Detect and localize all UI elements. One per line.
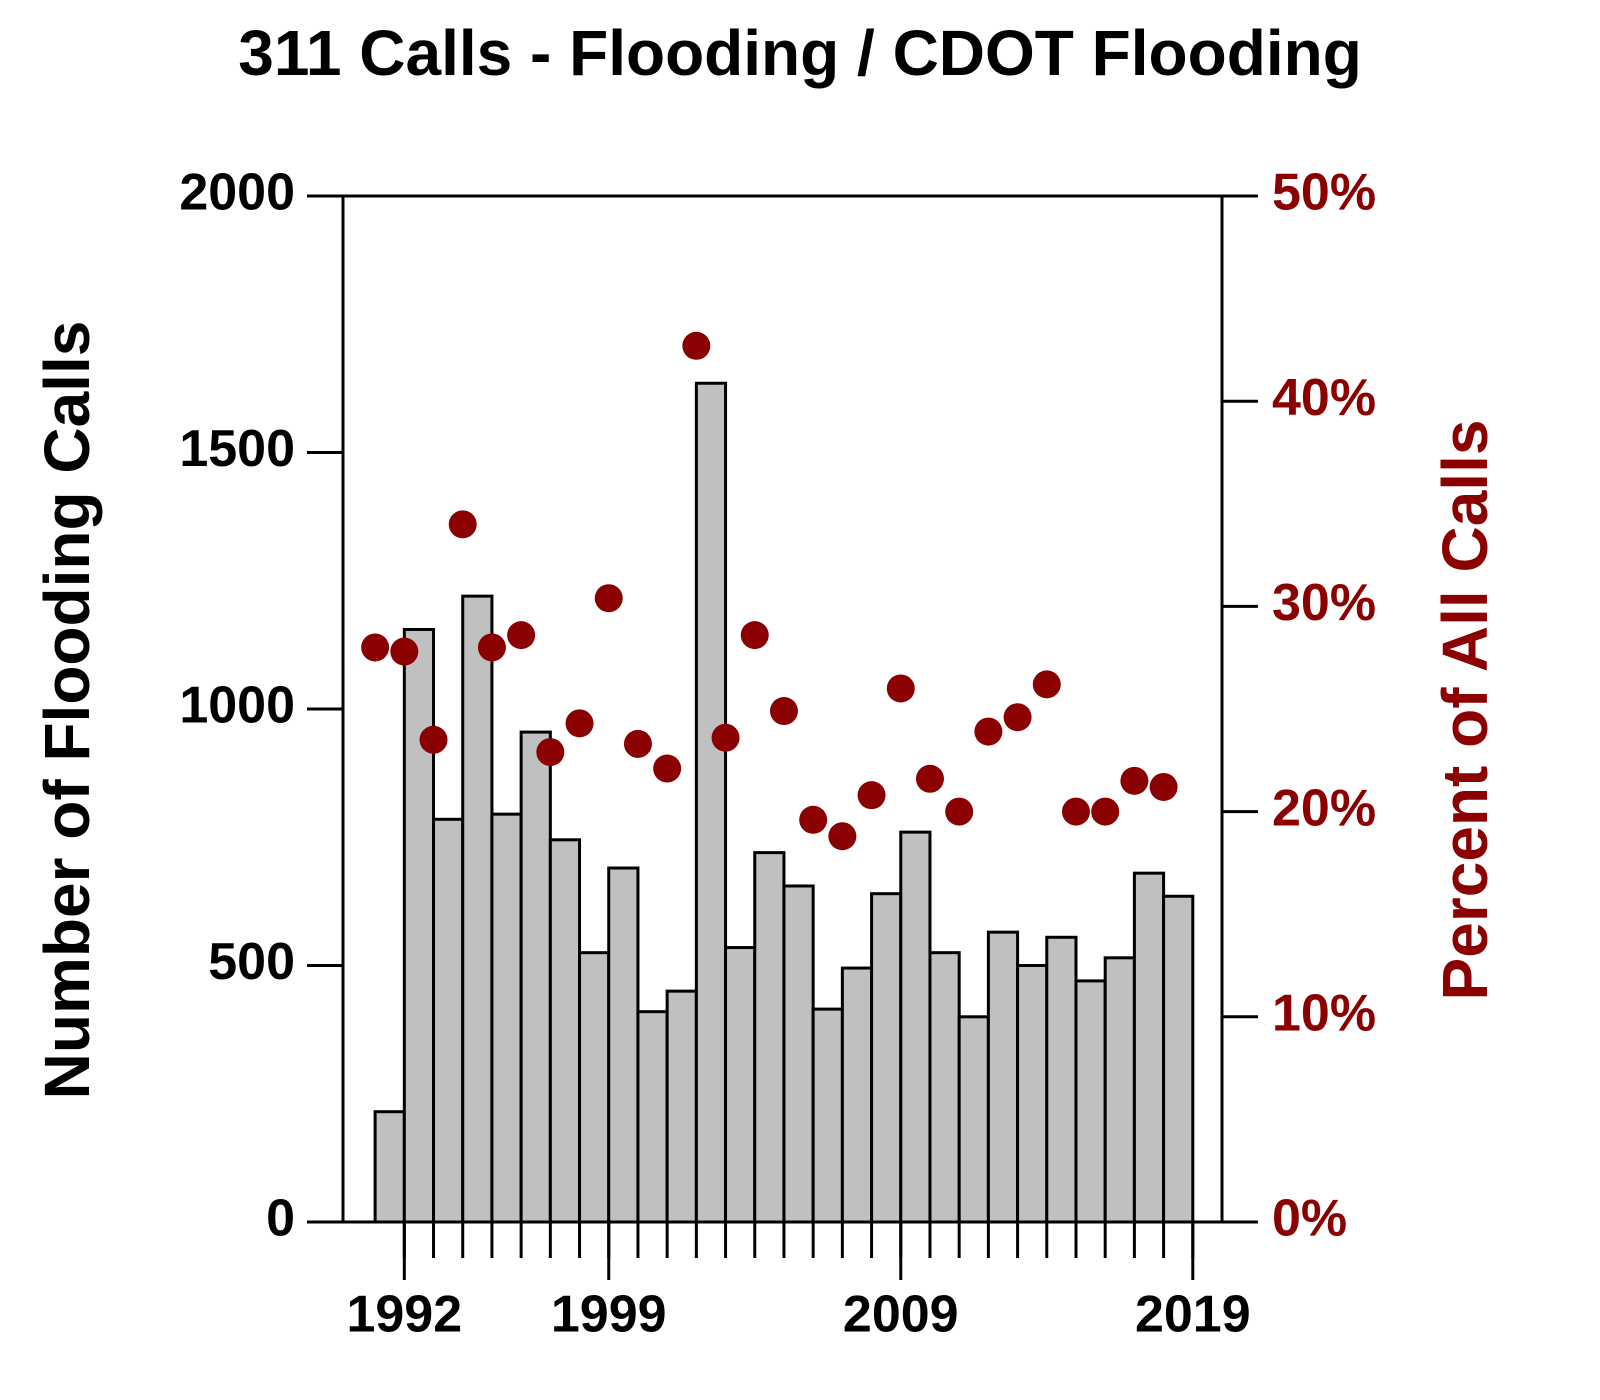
bar <box>694 381 728 1224</box>
y-tick-label: 1000 <box>179 677 295 735</box>
dot <box>477 633 506 662</box>
bar <box>957 1015 990 1224</box>
bar <box>490 812 523 1224</box>
dot <box>828 822 857 851</box>
bar <box>928 951 961 1224</box>
bar <box>870 892 903 1224</box>
dot <box>711 723 740 752</box>
dot <box>974 717 1003 746</box>
bar <box>840 966 874 1224</box>
bar <box>899 830 932 1224</box>
dot <box>740 621 769 650</box>
bar <box>607 866 640 1224</box>
bar <box>1016 964 1049 1224</box>
y2-tick-label: 40% <box>1272 369 1376 427</box>
y2-tick-label: 30% <box>1272 574 1376 632</box>
bar <box>724 946 757 1224</box>
bar <box>665 989 698 1224</box>
bar <box>986 930 1020 1224</box>
x-tick-label: 1992 <box>346 1286 462 1344</box>
dot <box>653 754 682 783</box>
bar <box>1103 956 1136 1224</box>
bar <box>1132 871 1166 1224</box>
y-tick-label: 2000 <box>179 164 295 222</box>
bar <box>1074 979 1107 1224</box>
bar <box>578 951 611 1224</box>
y-tick-label: 500 <box>208 933 295 991</box>
x-tick-label: 1999 <box>551 1286 667 1344</box>
dot <box>915 764 944 793</box>
dot <box>623 729 652 758</box>
y2-tick-label: 20% <box>1272 779 1376 837</box>
bar <box>1162 894 1195 1224</box>
bar <box>519 730 552 1224</box>
y2-tick-label: 10% <box>1272 985 1376 1043</box>
y2-tick-label: 0% <box>1272 1190 1347 1248</box>
bar <box>548 838 582 1224</box>
x-tick-label: 2009 <box>843 1286 959 1344</box>
dot <box>419 725 448 754</box>
dot <box>1003 703 1032 732</box>
y2-axis-label: Percent of All Calls <box>1429 420 1501 1001</box>
dot <box>1120 766 1149 795</box>
bar <box>432 817 465 1224</box>
dot <box>945 797 974 826</box>
chart-title: 311 Calls - Flooding / CDOT Flooding <box>238 17 1362 89</box>
bar <box>782 884 815 1224</box>
bar <box>373 1110 406 1224</box>
dot <box>507 621 536 650</box>
bar <box>636 1010 669 1224</box>
dot <box>1149 772 1178 801</box>
dot <box>886 674 915 703</box>
dot <box>682 331 711 360</box>
dot <box>1091 797 1120 826</box>
dot <box>390 637 419 666</box>
bar <box>1045 935 1078 1224</box>
y2-tick-label: 50% <box>1272 164 1376 222</box>
bar <box>402 627 436 1224</box>
x-tick-label: 2019 <box>1135 1286 1251 1344</box>
dot <box>1032 670 1061 699</box>
bar <box>753 851 786 1224</box>
dot <box>536 738 565 767</box>
dot <box>594 584 623 613</box>
y-tick-label: 1500 <box>179 420 295 478</box>
dot <box>1061 797 1090 826</box>
y-tick-label: 0 <box>266 1190 295 1248</box>
dot <box>769 697 798 726</box>
dot <box>448 510 477 539</box>
dot <box>565 709 594 738</box>
dot <box>799 805 828 834</box>
dot <box>857 781 886 810</box>
dot <box>361 633 390 662</box>
bar <box>811 1007 844 1224</box>
bar <box>461 594 494 1224</box>
y-axis-label: Number of Flooding Calls <box>31 321 103 1100</box>
